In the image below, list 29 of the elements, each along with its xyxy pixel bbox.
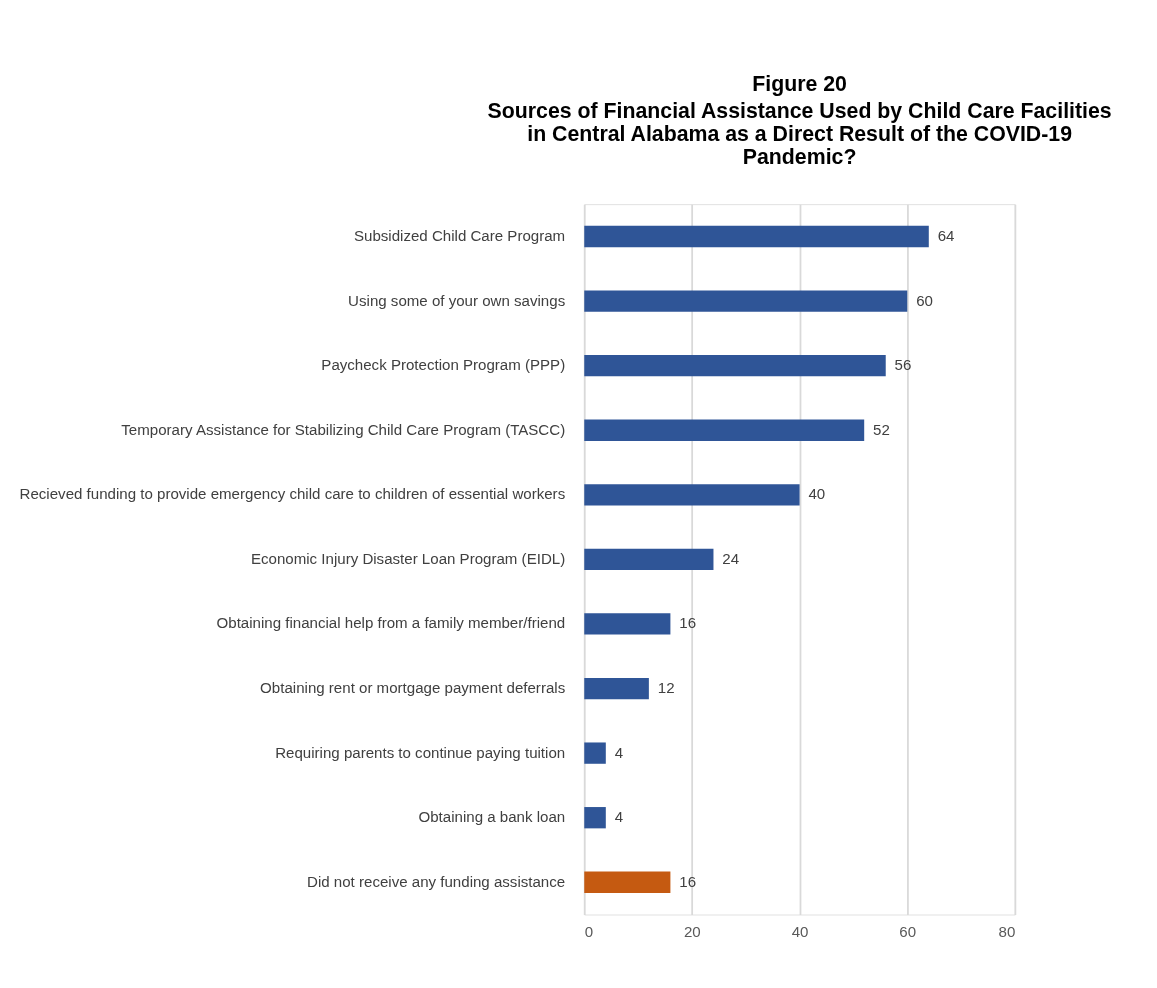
data-label: 4 — [614, 743, 624, 761]
data-label: 24 — [722, 549, 740, 567]
y-tick-label: Obtaining a bank loan — [418, 808, 566, 826]
y-tick-label: Paycheck Protection Program (PPP) — [321, 356, 566, 374]
x-tick-label: 0 — [584, 923, 594, 941]
chart-title: Figure 20 — [752, 72, 847, 97]
data-label: 64 — [937, 226, 955, 244]
y-tick-label: Obtaining financial help from a family member/friend — [216, 614, 566, 632]
x-tick-label: 40 — [791, 923, 809, 941]
y-tick-label: Requiring parents to continue paying tuition — [275, 743, 566, 761]
y-tick-label: Recieved funding to provide emergency child care to children of essential workers — [19, 485, 566, 503]
x-tick-label: 60 — [899, 923, 917, 941]
data-label: 40 — [808, 485, 826, 503]
y-tick-label: Did not receive any funding assistance — [307, 872, 566, 890]
data-label: 4 — [614, 808, 624, 826]
data-label: 12 — [657, 678, 675, 696]
data-label: 16 — [679, 614, 697, 632]
y-tick-label: Subsidized Child Care Program — [353, 226, 566, 244]
y-tick-label: Using some of your own savings — [348, 291, 566, 309]
x-tick-label: 80 — [998, 923, 1016, 941]
data-label: 60 — [916, 291, 933, 309]
y-tick-label: Temporary Assistance for Stabilizing Child Care Program (TASCC) — [121, 420, 566, 438]
data-label: 56 — [894, 356, 912, 374]
chart-subtitle: Sources of Financial Assistance Used by Child Care Facilities in Central Alabama as a Direct Result of the COVID-19 Pandemic? — [487, 99, 1112, 170]
y-tick-label: Obtaining rent or mortgage payment deferrals — [260, 678, 566, 696]
x-tick-label: 20 — [683, 923, 701, 941]
data-label: 52 — [873, 420, 890, 438]
y-tick-label: Economic Injury Disaster Loan Program (EIDL) — [250, 549, 566, 567]
data-label: 16 — [679, 872, 697, 890]
